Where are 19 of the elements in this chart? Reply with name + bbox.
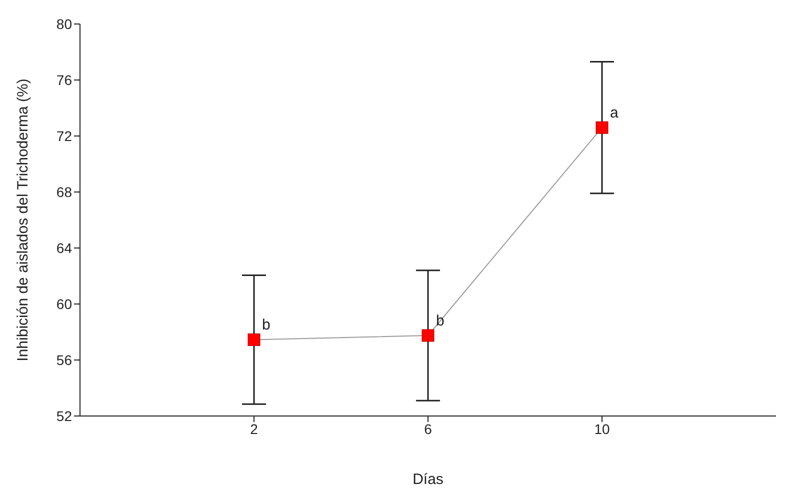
x-axis-title: Días <box>412 471 444 488</box>
y-tick-label: 64 <box>56 240 72 256</box>
y-tick-label: 72 <box>56 128 72 144</box>
y-tick-label: 56 <box>56 352 72 368</box>
y-tick-label: 52 <box>56 408 72 424</box>
annotation: a <box>610 104 619 122</box>
x-tick-label: 6 <box>424 420 432 437</box>
y-tick-label: 60 <box>56 296 72 312</box>
annotation: b <box>262 316 270 334</box>
x-tick-label: 10 <box>594 420 610 437</box>
x-tick-label: 2 <box>250 420 258 437</box>
point <box>596 121 608 134</box>
point <box>422 329 434 342</box>
y-tick-label: 68 <box>56 184 72 200</box>
point <box>248 333 260 346</box>
annotation: b <box>436 312 444 330</box>
y-tick-label: 80 <box>56 16 72 32</box>
y-axis-title: Inhibición de aislados del Trichoderma (%) <box>14 78 32 362</box>
y-tick-label: 76 <box>56 72 72 88</box>
